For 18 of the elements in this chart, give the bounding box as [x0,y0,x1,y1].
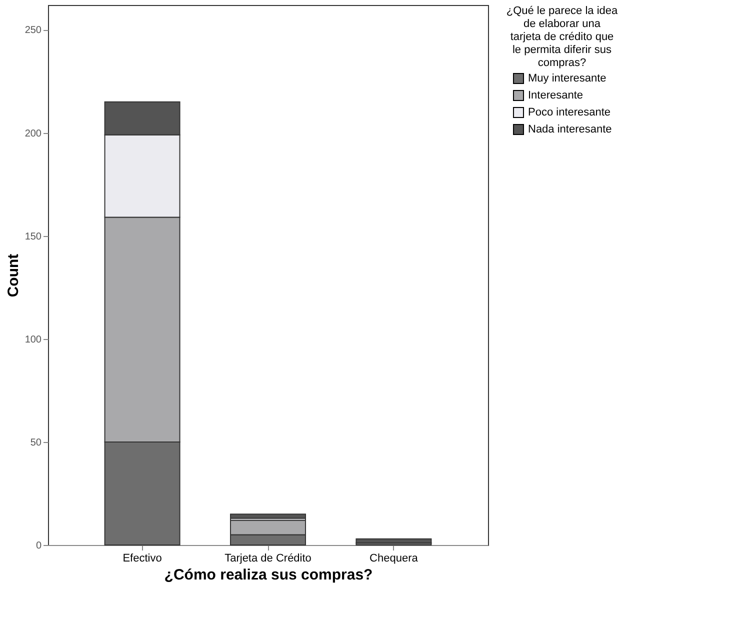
x-tick-label: Chequera [370,552,419,564]
legend-title: ¿Qué le parece la idea de elaborar una tarjeta de crédito que le permita diferir sus compras? [506,5,619,69]
y-tick-label: 100 [24,334,42,346]
y-tick-label: 50 [30,437,42,448]
x-tick-label: Efectivo [122,552,162,564]
y-tick-label: 250 [24,25,42,36]
legend-label: Muy interesante [528,72,606,84]
legend-label: Poco interesante [528,106,611,118]
y-tick-label: 150 [24,231,42,242]
bar [356,538,432,544]
x-tick-label: Tarjeta de Crédito [224,552,312,564]
y-tick-label: 0 [36,540,42,552]
legend-label: Nada interesante [528,124,612,136]
y-tick-label: 200 [24,128,42,140]
x-axis-title: ¿Cómo realiza sus compras? [164,566,373,584]
legend-label: Interesante [528,90,584,102]
bar [230,514,306,519]
y-axis-title: Count [4,254,22,298]
